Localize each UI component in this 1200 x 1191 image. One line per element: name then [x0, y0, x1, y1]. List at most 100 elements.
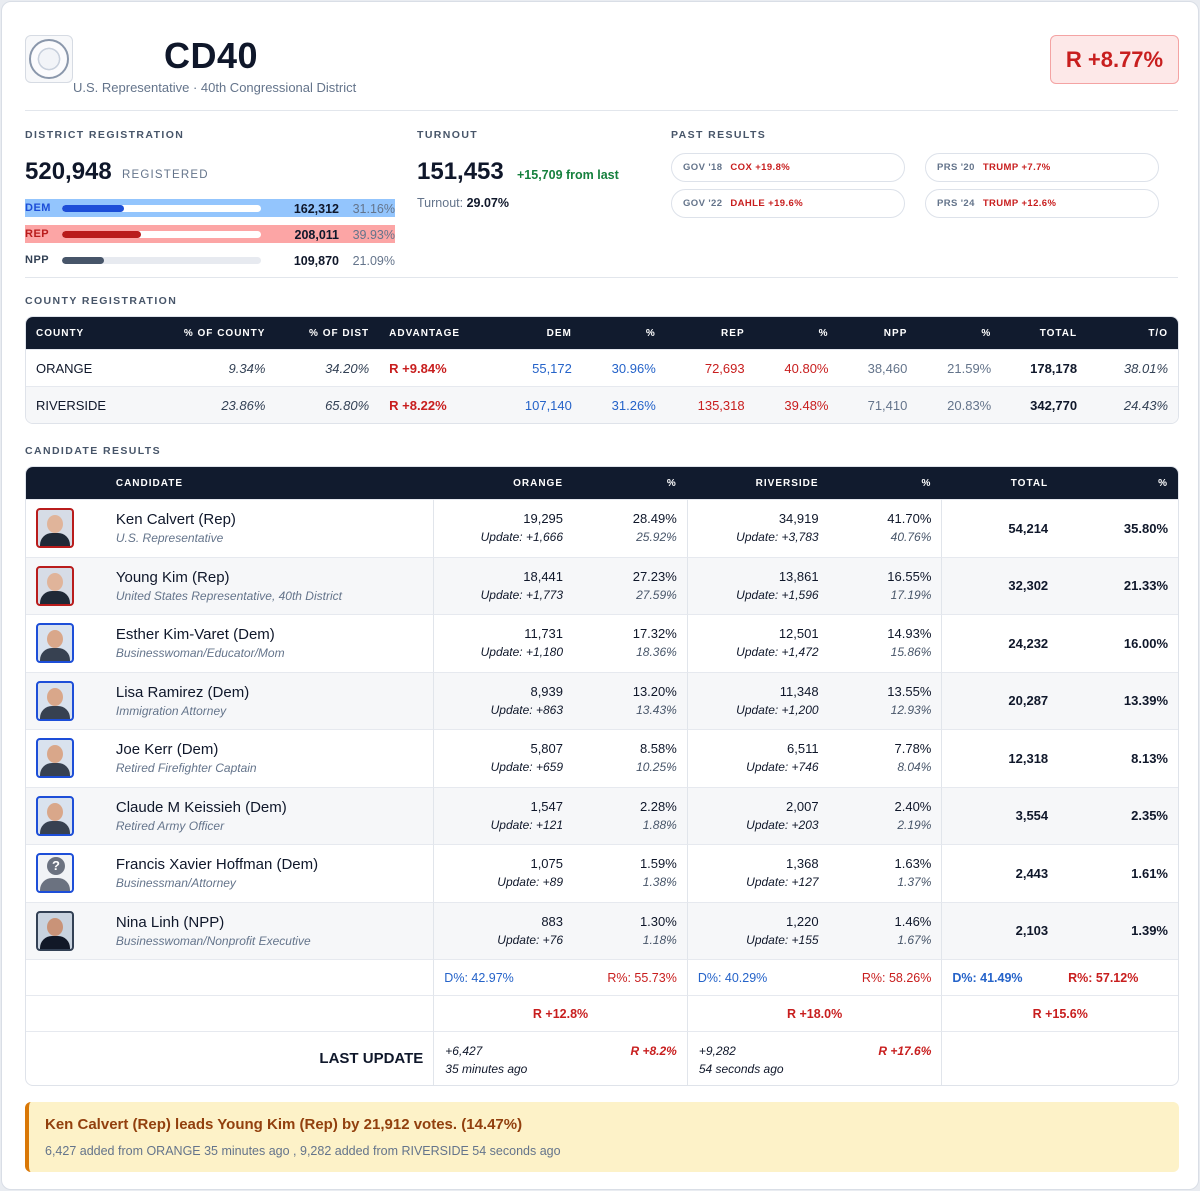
party-lead-row: R +12.8% R +18.0% R +15.6% [26, 995, 1178, 1031]
total-votes: 54,214 [941, 499, 1059, 557]
riverside-dem-share: D%: 40.29% [686, 959, 829, 995]
riverside-pct: 1.46% [894, 913, 932, 929]
total-votes: 3,554 [941, 786, 1059, 844]
column-header[interactable]: TOTAL [941, 467, 1059, 499]
candidate-name: Joe Kerr (Dem) [115, 741, 219, 759]
orange-votes-cell: 1,547 Update: +121 [433, 786, 574, 844]
orange-pct-cell: 8.58% 10.25% [573, 729, 687, 787]
photo-cell [26, 556, 106, 614]
column-header[interactable]: ORANGE [433, 467, 574, 499]
orange-update-pct: 18.36% [636, 645, 677, 660]
orange-pct: 17.32% [632, 626, 677, 642]
column-header[interactable]: REP [665, 317, 755, 349]
rep-pct: 39.48% [754, 386, 839, 423]
riverside-update-pct: 1.67% [897, 932, 932, 947]
party-count: 162,312 [293, 202, 339, 216]
column-header[interactable]: % OF COUNTY [145, 317, 276, 349]
past-result-pill: PRS '20 TRUMP +7.7% [925, 153, 1159, 182]
orange-update-margin: R +8.2% [630, 1044, 677, 1058]
county-name: RIVERSIDE [26, 386, 146, 423]
candidate-results-label: CANDIDATE RESULTS [25, 445, 161, 457]
riverside-votes-cell: 1,368 Update: +127 [686, 844, 829, 902]
orange-update: Update: +1,180 [480, 645, 564, 660]
county-registration-label: COUNTY REGISTRATION [25, 295, 178, 307]
column-header[interactable]: % OF DIST [275, 317, 380, 349]
turnout-pct: 38.01% [1087, 349, 1178, 386]
riverside-votes-cell: 11,348 Update: +1,200 [686, 671, 829, 729]
party-count: 208,011 [294, 228, 340, 242]
last-update-row: LAST UPDATE +6,427 35 minutes ago R +8.2%… [26, 1031, 1178, 1085]
candidate-row: ? Francis Xavier Hoffman (Dem) Businessman… [26, 844, 1178, 902]
registered-total: 520,948 [25, 158, 112, 185]
column-header[interactable]: DEM [494, 317, 582, 349]
party-registration-row: NPP 109,870 21.09% [25, 251, 395, 269]
party-pct: 39.93% [352, 228, 395, 242]
candidate-name: Lisa Ramirez (Dem) [115, 683, 250, 701]
riverside-update-pct: 1.37% [897, 875, 932, 890]
riverside-update-pct: 2.19% [897, 817, 932, 832]
candidate-results-table: CANDIDATE ORANGE % RIVERSIDE % TOTAL % K… [25, 466, 1179, 1086]
column-header[interactable]: ADVANTAGE [379, 317, 495, 349]
page-title: CD40 [164, 35, 259, 76]
orange-votes-cell: 883 Update: +76 [433, 901, 574, 959]
riverside-update-pct: 12.93% [890, 702, 932, 717]
party-share-bar [62, 257, 261, 264]
past-result-pill: GOV '22 DAHLE +19.6% [671, 189, 905, 218]
riverside-last-update: +9,282 54 seconds ago R +17.6% [686, 1031, 942, 1085]
total-pct: 1.61% [1058, 844, 1178, 902]
rep-count: 135,318 [665, 386, 755, 423]
orange-rep-share: R%: 55.73% [573, 959, 687, 995]
leader-banner: Ken Calvert (Rep) leads Young Kim (Rep) … [25, 1102, 1179, 1172]
orange-last-update: +6,427 35 minutes ago R +8.2% [433, 1031, 687, 1085]
candidate-row: Claude M Keissieh (Dem) Retired Army Offi… [26, 786, 1178, 844]
column-header[interactable]: NPP [838, 317, 918, 349]
column-header[interactable]: TOTAL [1001, 317, 1088, 349]
candidate-name-cell: Nina Linh (NPP) Businesswoman/Nonprofit E… [105, 901, 434, 959]
orange-pct: 1.30% [639, 913, 677, 929]
column-header[interactable]: RIVERSIDE [686, 467, 829, 499]
orange-update-pct: 10.25% [636, 760, 677, 775]
riverside-update-votes: +9,282 [698, 1044, 736, 1058]
riverside-update: Update: +3,783 [736, 530, 819, 545]
column-header[interactable]: % [754, 317, 839, 349]
candidate-name: Claude M Keissieh (Dem) [115, 798, 287, 816]
total-pct: 21.33% [1058, 556, 1178, 614]
riverside-votes-cell: 2,007 Update: +203 [686, 786, 829, 844]
unknown-avatar-icon: ? [36, 853, 74, 894]
registered-unit: REGISTERED [122, 169, 209, 181]
orange-update-pct: 1.88% [642, 817, 677, 832]
candidate-row: Esther Kim-Varet (Dem) Businesswoman/Educ… [26, 614, 1178, 672]
column-header[interactable]: % [917, 317, 1002, 349]
party-label: DEM [25, 202, 51, 214]
orange-dem-share: D%: 42.97% [433, 959, 574, 995]
riverside-update-time: 54 seconds ago [698, 1062, 784, 1076]
orange-pct-cell: 2.28% 1.88% [573, 786, 687, 844]
riverside-pct-cell: 16.55% 17.19% [828, 556, 942, 614]
orange-votes-cell: 19,295 Update: +1,666 [433, 499, 574, 557]
riverside-votes: 11,348 [779, 683, 819, 699]
column-header[interactable]: COUNTY [26, 317, 146, 349]
pct-of-dist: 34.20% [275, 349, 380, 386]
total-pct: 16.00% [1058, 614, 1178, 672]
candidate-title: Businesswoman/Nonprofit Executive [115, 933, 311, 948]
column-header[interactable]: % [581, 317, 666, 349]
total-votes: 24,232 [941, 614, 1059, 672]
past-result-pill: GOV '18 COX +19.8% [671, 153, 905, 182]
column-header[interactable]: % [573, 467, 687, 499]
candidate-title: U.S. Representative [115, 531, 224, 546]
pct-of-county: 23.86% [145, 386, 276, 423]
riverside-lead: R +18.0% [686, 995, 942, 1031]
table-header-row: CANDIDATE ORANGE % RIVERSIDE % TOTAL % [26, 467, 1178, 499]
orange-pct: 8.58% [639, 741, 677, 757]
photo-cell [26, 671, 106, 729]
orange-pct: 13.20% [632, 683, 677, 699]
column-header[interactable]: T/O [1087, 317, 1178, 349]
column-header[interactable]: % [828, 467, 942, 499]
rep-pct: 40.80% [754, 349, 839, 386]
total-votes: 32,302 [941, 556, 1059, 614]
column-header[interactable]: % [1058, 467, 1178, 499]
column-header[interactable]: CANDIDATE [105, 467, 434, 499]
table-row: ORANGE 9.34% 34.20% R +9.84% 55,172 30.96% 72,… [26, 349, 1178, 386]
party-share-fill [62, 205, 124, 212]
